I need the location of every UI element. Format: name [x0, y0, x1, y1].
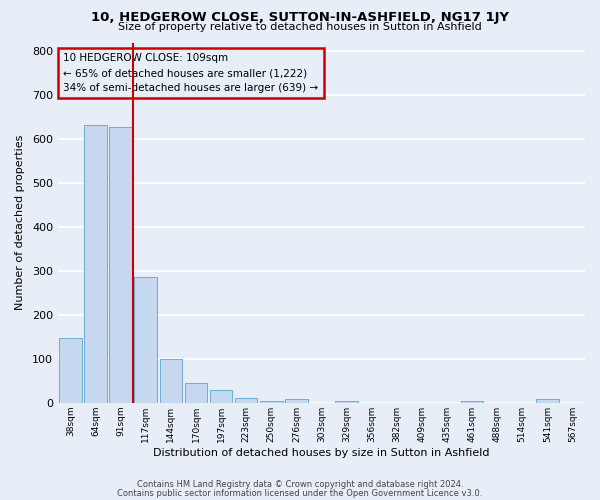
Bar	[59, 338, 82, 403]
Bar	[335, 400, 358, 403]
Text: 10, HEDGEROW CLOSE, SUTTON-IN-ASHFIELD, NG17 1JY: 10, HEDGEROW CLOSE, SUTTON-IN-ASHFIELD, …	[91, 11, 509, 24]
Text: Contains HM Land Registry data © Crown copyright and database right 2024.: Contains HM Land Registry data © Crown c…	[137, 480, 463, 489]
Bar	[285, 400, 308, 403]
Bar	[260, 400, 283, 403]
X-axis label: Distribution of detached houses by size in Sutton in Ashfield: Distribution of detached houses by size …	[153, 448, 490, 458]
Bar	[461, 400, 484, 403]
Bar	[84, 125, 107, 403]
Text: 10 HEDGEROW CLOSE: 109sqm
← 65% of detached houses are smaller (1,222)
34% of se: 10 HEDGEROW CLOSE: 109sqm ← 65% of detac…	[63, 54, 319, 93]
Bar	[134, 277, 157, 403]
Bar	[160, 359, 182, 403]
Bar	[109, 127, 132, 403]
Text: Size of property relative to detached houses in Sutton in Ashfield: Size of property relative to detached ho…	[118, 22, 482, 32]
Bar	[210, 390, 232, 403]
Bar	[235, 398, 257, 403]
Bar	[536, 400, 559, 403]
Bar	[185, 382, 207, 403]
Text: Contains public sector information licensed under the Open Government Licence v3: Contains public sector information licen…	[118, 488, 482, 498]
Y-axis label: Number of detached properties: Number of detached properties	[15, 135, 25, 310]
